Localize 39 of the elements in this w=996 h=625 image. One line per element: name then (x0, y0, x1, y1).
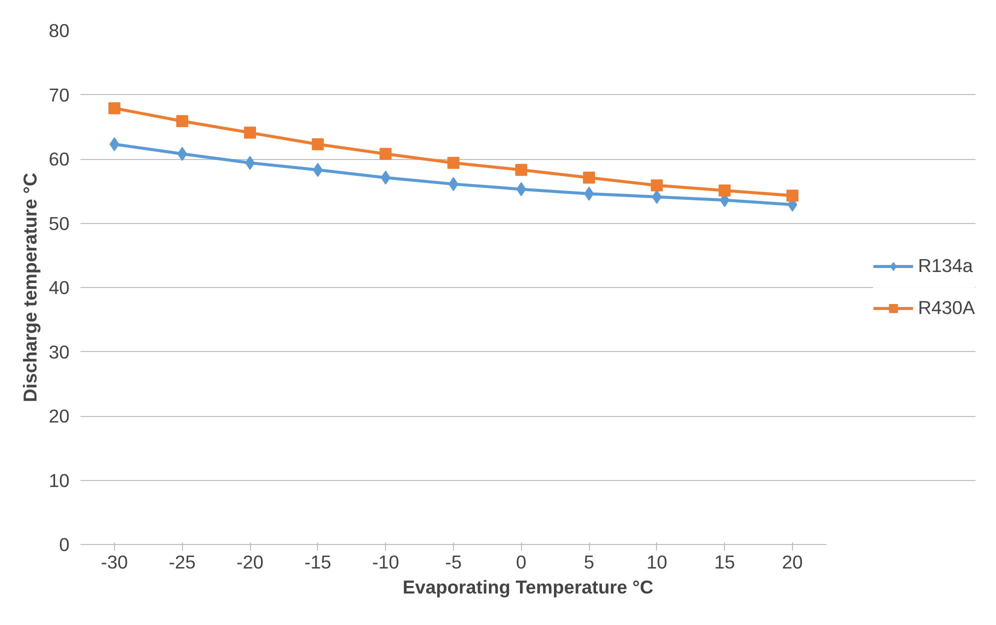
x-tick-label: -10 (372, 552, 400, 572)
y-tick-label: 20 (48, 406, 70, 426)
point (515, 164, 528, 176)
point (312, 162, 323, 177)
y-axis-title: Discharge temperature °C (20, 172, 41, 402)
point (380, 148, 392, 160)
x-tick-label: 15 (714, 552, 736, 572)
point (718, 184, 731, 196)
point (176, 115, 188, 128)
y-tick-label: 50 (48, 212, 70, 234)
point (312, 138, 324, 150)
point (108, 102, 120, 114)
legend-label: R134a (918, 255, 973, 277)
point (652, 190, 662, 204)
y-tick-label: 80 (48, 20, 70, 41)
legend-label: R430A (918, 297, 975, 319)
x-tick-label: -15 (304, 552, 332, 572)
y-tick-label: 70 (48, 84, 70, 106)
point (786, 190, 798, 202)
point (650, 179, 663, 192)
point (177, 146, 188, 161)
x-tick-label: 10 (646, 552, 668, 572)
x-tick-label: -25 (168, 552, 196, 572)
y-tick-label: 30 (48, 341, 70, 362)
y-tick-label: 10 (48, 470, 70, 491)
point (516, 182, 526, 196)
point (244, 126, 256, 139)
y-tick-label: 60 (48, 148, 70, 170)
y-tick-label: 40 (48, 277, 70, 298)
x-tick-label: 5 (584, 552, 594, 572)
point (583, 172, 596, 184)
x-tick-label: -30 (100, 552, 128, 572)
y-tick-label: 0 (59, 534, 70, 555)
x-tick-label: 0 (516, 552, 526, 572)
x-tick-label: -20 (236, 552, 264, 572)
x-tick-label: 20 (782, 552, 803, 572)
point (447, 156, 460, 169)
x-tick-label: -5 (445, 552, 462, 572)
x-axis-title: Evaporating Temperature °C (402, 576, 654, 598)
